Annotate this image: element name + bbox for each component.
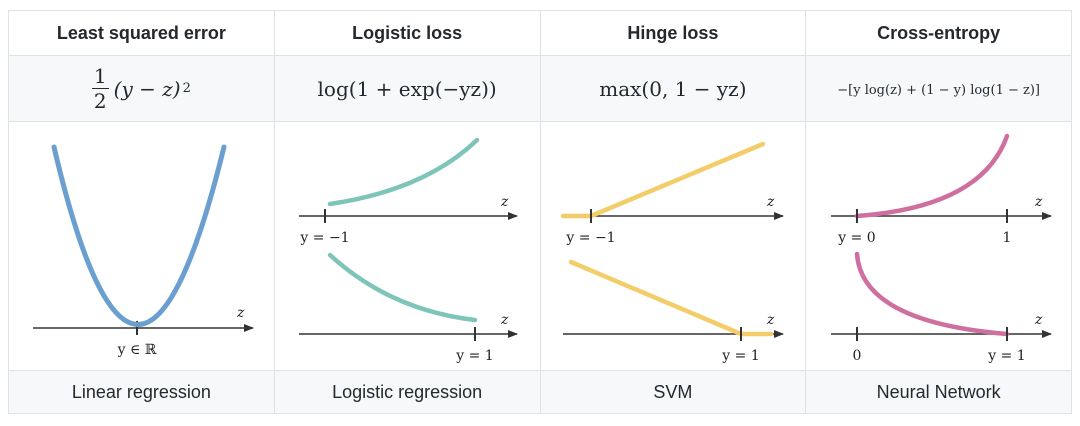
formula-fraction: 1 2 [91,64,109,113]
model-neural-network: Neural Network [805,370,1072,414]
tick-label-one: 1 [1002,230,1011,246]
loss-function-table: Least squared error Logistic loss Hinge … [8,10,1072,414]
z-axis-label: z [766,194,775,210]
formula-exponent: 2 [182,81,191,96]
y-label-bottom: y = 1 [455,348,493,364]
fraction-numerator: 1 [91,64,109,89]
formula-text: −[y log(z) + (1 − y) log(1 − z)] [837,83,1040,98]
title-cross-entropy: Cross-entropy [805,10,1072,56]
model-logistic-regression: Logistic regression [273,370,541,414]
plot-cross-entropy: z y = 0 1 z 0 y = 1 [830,133,1052,364]
formula-body: (y − z) [113,76,181,101]
formula-cross-entropy: −[y log(z) + (1 − y) log(1 − z)] [805,55,1072,122]
y-label: y ∈ ℝ [117,342,157,358]
y-label-top: y = −1 [300,230,350,246]
title-hinge-loss: Hinge loss [539,10,807,56]
plot-cell-crossentropy: z y = 0 1 z 0 y = 1 [805,121,1072,371]
formula-text: log(1 + exp(−yz)) [317,76,497,101]
z-axis-label: z [766,312,775,328]
model-row: Linear regression Logistic regression SV… [8,370,1072,414]
model-linear-regression: Linear regression [8,370,275,414]
plot-cell-logistic: z y = −1 z y = 1 [273,121,541,371]
formula-text: max(0, 1 − yz) [599,76,747,101]
model-svm: SVM [539,370,807,414]
tick-label-zero: 0 [852,348,861,364]
formula-hinge-loss: max(0, 1 − yz) [539,55,807,122]
crossentropy-curve-bottom [854,251,1009,337]
plot-row: z y ∈ ℝ z y = −1 z y = 1 [8,121,1072,371]
formula-row: 1 2 (y − z) 2 log(1 + exp(−yz)) max(0, 1 … [8,55,1072,122]
plot-hinge-loss: z y = −1 z y = 1 [560,141,784,364]
crossentropy-curve-top [854,133,1009,219]
title-logistic-loss: Logistic loss [273,10,541,56]
y-label-top: y = 0 [837,230,875,246]
plot-cell-squared: z y ∈ ℝ [8,121,275,371]
logistic-curve-top [327,137,480,207]
squared-error-curve [51,144,227,327]
y-label-bottom: y = 1 [987,348,1025,364]
hinge-curve-top [560,141,766,219]
plot-cell-hinge: z y = −1 z y = 1 [539,121,807,371]
header-row: Least squared error Logistic loss Hinge … [8,10,1072,56]
formula-least-squared-error: 1 2 (y − z) 2 [8,55,275,122]
y-label-top: y = −1 [565,230,615,246]
z-axis-label: z [1034,194,1043,210]
fraction-denominator: 2 [93,89,107,113]
plot-logistic-loss: z y = −1 z y = 1 [299,137,519,364]
y-label-bottom: y = 1 [721,348,759,364]
z-axis-label: z [236,305,245,321]
logistic-curve-bottom [327,252,478,323]
z-axis-label: z [500,312,509,328]
plot-squared-error: z y ∈ ℝ [33,144,255,358]
formula-logistic-loss: log(1 + exp(−yz)) [273,55,541,122]
title-least-squared-error: Least squared error [8,10,275,56]
z-axis-label: z [500,194,509,210]
z-axis-label: z [1034,312,1043,328]
hinge-curve-bottom [568,259,774,337]
